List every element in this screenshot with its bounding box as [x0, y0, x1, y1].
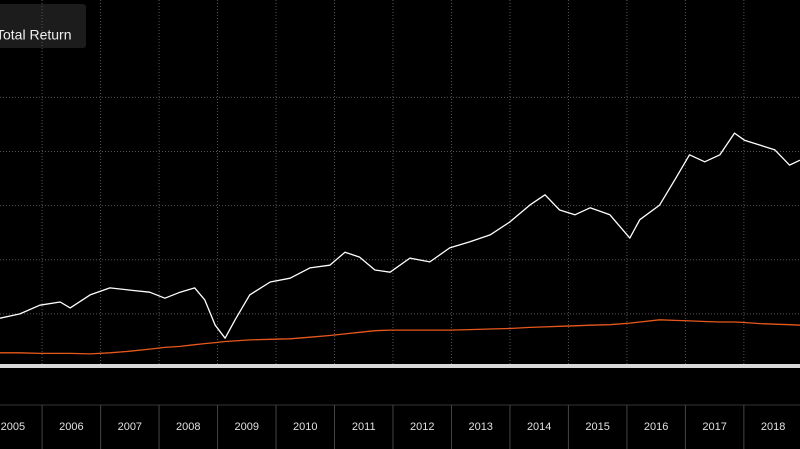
x-tick-label: 2007	[118, 421, 142, 433]
series-line	[0, 319, 800, 355]
x-tick-label: 2015	[585, 421, 609, 433]
axis-band	[0, 364, 800, 368]
x-tick-label: 2011	[352, 421, 376, 433]
series-line	[0, 132, 800, 339]
x-tick-label: 2009	[235, 421, 259, 433]
x-tick-label: 2013	[468, 421, 492, 433]
x-tick-label: 2016	[644, 421, 668, 433]
x-tick-label: 2006	[59, 421, 83, 433]
x-tick-label: 2014	[527, 421, 551, 433]
x-tick-label: 2010	[293, 421, 317, 433]
x-tick-label: 2012	[410, 421, 434, 433]
x-tick-label: 2008	[176, 421, 200, 433]
x-tick-label: 2017	[702, 421, 726, 433]
legend-label: Total Return	[0, 27, 71, 43]
x-tick-label: 2018	[761, 421, 785, 433]
x-tick-label: 2005	[1, 421, 25, 433]
legend-box	[0, 4, 86, 48]
